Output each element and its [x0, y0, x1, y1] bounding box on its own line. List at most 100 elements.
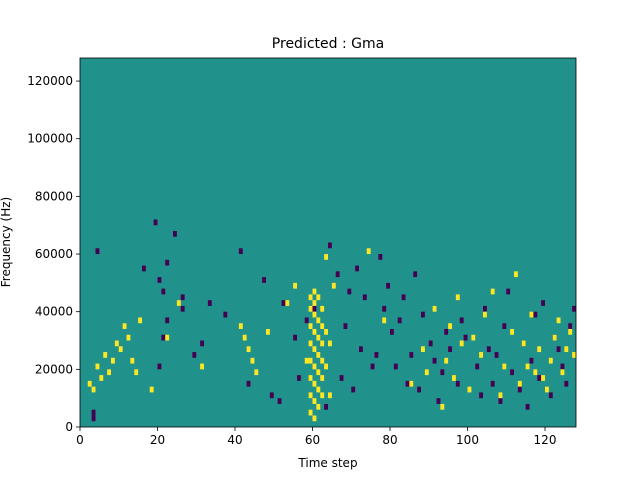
heatmap-cell-high [238, 323, 243, 329]
heatmap-cell-high [111, 357, 115, 364]
heatmap-cell-low [157, 363, 162, 370]
heatmap-cell-high [502, 363, 507, 370]
heatmap-cell-low [397, 317, 402, 324]
heatmap-cell-high [483, 311, 487, 318]
heatmap-cell-low [95, 248, 100, 255]
heatmap-cell-low [351, 386, 356, 393]
heatmap-cell-high [432, 305, 437, 312]
heatmap-cell-low [463, 334, 468, 341]
heatmap-cell-high [382, 317, 387, 324]
heatmap-cell-low [556, 346, 561, 353]
heatmap-cell-low [161, 334, 166, 341]
heatmap-cell-high [250, 357, 255, 364]
heatmap-cell-low [490, 380, 495, 387]
heatmap-cell-high [308, 357, 313, 364]
heatmap-cell-high [421, 346, 425, 353]
heatmap-cell-high [409, 380, 414, 387]
heatmap-cell-high [479, 352, 483, 358]
heatmap-cell-high [490, 288, 495, 295]
heatmap-cell-low [347, 288, 352, 295]
heatmap-cell-high [316, 334, 321, 341]
x-tick-label: 100 [456, 433, 479, 447]
heatmap-cell-low [161, 288, 166, 295]
heatmap-cell-low [192, 352, 197, 358]
heatmap-cell-high [312, 300, 317, 306]
heatmap-cell-low [421, 311, 425, 318]
heatmap-cell-high [312, 363, 317, 370]
heatmap-cell-high [91, 386, 96, 393]
heatmap-cell-low [455, 380, 460, 387]
heatmap-cell-low [157, 277, 162, 283]
heatmap-cell-low [335, 271, 340, 278]
heatmap-cell-low [405, 380, 410, 387]
heatmap-cell-low [440, 369, 445, 376]
heatmap-cell-high [254, 369, 259, 376]
heatmap-cell-high [560, 369, 565, 376]
heatmap-cell-low [417, 386, 421, 393]
heatmap-cell-high [328, 392, 332, 399]
heatmap-cell-high [320, 305, 325, 312]
heatmap-cell-low [339, 375, 344, 381]
heatmap-cell-high [266, 328, 270, 335]
chart-title: Predicted : Gma [272, 36, 384, 52]
heatmap-cell-high [138, 317, 142, 324]
y-tick-label: 0 [65, 420, 73, 434]
heatmap-cell-high [320, 340, 325, 347]
x-axis-label: Time step [297, 456, 357, 470]
heatmap-cell-low [370, 363, 375, 370]
heatmap-cell-low [444, 328, 449, 335]
heatmap-cell-high [285, 300, 290, 306]
heatmap-cell-low [390, 328, 394, 335]
heatmap-cell-high [568, 328, 573, 335]
heatmap-cell-high [308, 375, 313, 381]
heatmap-cell-low [293, 334, 297, 341]
heatmap-cell-high [440, 403, 445, 410]
heatmap-cell-low [142, 265, 146, 272]
heatmap-cell-low [393, 363, 398, 370]
x-tick-label: 20 [150, 433, 165, 447]
heatmap-cell-high [122, 323, 127, 329]
heatmap-cell-high [320, 323, 325, 329]
heatmap-cell-high [312, 311, 317, 318]
heatmap-cell-high [312, 380, 317, 387]
heatmap-cell-low [541, 300, 545, 306]
y-tick-label: 100000 [27, 132, 73, 146]
heatmap-cell-high [548, 357, 553, 364]
heatmap-cell-low [362, 294, 367, 301]
heatmap-cell-low [409, 352, 414, 358]
heatmap-cell-low [572, 305, 576, 312]
heatmap-cell-low [343, 323, 348, 329]
heatmap-cell-low [324, 403, 328, 410]
heatmap-cell-high [572, 352, 576, 358]
heatmap-cell-high [541, 375, 545, 381]
heatmap-cell-low [432, 357, 437, 364]
x-axis: 0 20 40 60 80 100 120 [76, 427, 556, 447]
heatmap-cell-high [308, 323, 313, 329]
heatmap-cell-low [281, 300, 286, 306]
heatmap-cell-high [316, 369, 321, 376]
heatmap-cell-high [165, 334, 170, 341]
heatmap-cell-high [114, 340, 119, 347]
heatmap-cell-low [91, 409, 96, 416]
heatmap-cell-high [312, 398, 317, 404]
heatmap-cell-high [564, 346, 569, 353]
heatmap-cell-low [459, 317, 464, 324]
heatmap-cell-low [262, 277, 266, 283]
heatmap-cell-low [533, 311, 538, 318]
heatmap-cell-low [297, 375, 301, 381]
x-tick-label: 80 [382, 433, 397, 447]
heatmap-cell-low [382, 305, 387, 312]
heatmap-cell-high [312, 346, 317, 353]
heatmap-cell-high [316, 317, 321, 324]
y-tick-label: 60000 [35, 247, 73, 261]
heatmap-cell-high [293, 282, 297, 289]
heatmap-cell-high [200, 363, 204, 370]
heatmap-cell-high [545, 386, 549, 393]
heatmap-cell-low [200, 340, 204, 347]
heatmap-cell-high [320, 375, 325, 381]
heatmap-cell-low [413, 271, 418, 278]
heatmap-cell-low [475, 363, 480, 370]
heatmap-cell-high [316, 386, 321, 393]
heatmap-cell-high [312, 328, 317, 335]
heatmap-cell-high [107, 369, 111, 376]
